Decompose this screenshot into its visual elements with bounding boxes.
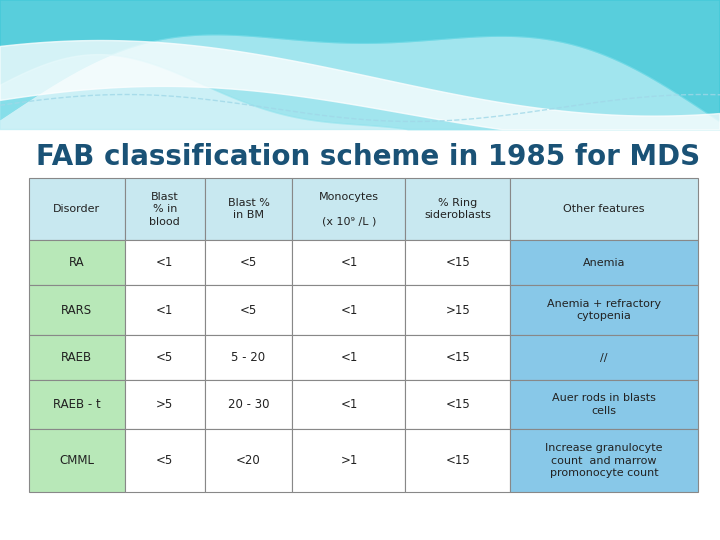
Text: Blast
% in
blood: Blast % in blood [150, 192, 180, 227]
FancyBboxPatch shape [0, 0, 720, 130]
Bar [29, 335, 125, 380]
Bar [510, 335, 698, 380]
Text: Anemia + refractory
cytopenia: Anemia + refractory cytopenia [547, 299, 661, 321]
Bar [204, 285, 292, 335]
Bar [292, 240, 405, 285]
Text: Blast %
in BM: Blast % in BM [228, 198, 269, 220]
Bar [125, 335, 204, 380]
Text: <15: <15 [446, 454, 470, 467]
Bar [204, 335, 292, 380]
Bar [204, 240, 292, 285]
Bar [204, 429, 292, 492]
Bar [204, 178, 292, 240]
Text: >15: >15 [446, 303, 470, 317]
Text: CMML: CMML [60, 454, 94, 467]
Bar [204, 380, 292, 429]
Bar [29, 178, 125, 240]
Text: <5: <5 [156, 351, 174, 364]
Bar [292, 429, 405, 492]
Text: Increase granulocyte
count  and marrow
promonocyte count: Increase granulocyte count and marrow pr… [546, 443, 663, 478]
Text: <15: <15 [446, 351, 470, 364]
Text: RAEB - t: RAEB - t [53, 398, 101, 411]
Bar [510, 285, 698, 335]
Bar [405, 178, 510, 240]
Bar [292, 285, 405, 335]
Bar [405, 285, 510, 335]
Bar [125, 178, 204, 240]
Bar [405, 380, 510, 429]
Text: >1: >1 [341, 454, 358, 467]
Text: <5: <5 [240, 256, 257, 269]
Text: Anemia: Anemia [583, 258, 626, 268]
Text: <5: <5 [240, 303, 257, 317]
Bar [510, 240, 698, 285]
Text: >5: >5 [156, 398, 174, 411]
Text: % Ring
sideroblasts: % Ring sideroblasts [424, 198, 491, 220]
Text: <1: <1 [341, 398, 358, 411]
Bar [292, 380, 405, 429]
Text: <1: <1 [156, 256, 174, 269]
Text: Auer rods in blasts
cells: Auer rods in blasts cells [552, 393, 656, 416]
Text: Monocytes

(x 10⁹ /L ): Monocytes (x 10⁹ /L ) [319, 192, 379, 227]
Bar [29, 240, 125, 285]
Bar [510, 380, 698, 429]
Text: RARS: RARS [61, 303, 92, 317]
Bar [405, 240, 510, 285]
Bar [125, 240, 204, 285]
Text: <1: <1 [156, 303, 174, 317]
Text: RA: RA [69, 256, 85, 269]
Text: <15: <15 [446, 398, 470, 411]
Text: RAEB: RAEB [61, 351, 92, 364]
Text: <5: <5 [156, 454, 174, 467]
Bar [29, 285, 125, 335]
Text: Disorder: Disorder [53, 204, 101, 214]
Bar [405, 429, 510, 492]
Text: Other features: Other features [564, 204, 645, 214]
Text: <1: <1 [341, 303, 358, 317]
Text: 20 - 30: 20 - 30 [228, 398, 269, 411]
Text: 5 - 20: 5 - 20 [231, 351, 266, 364]
Text: <15: <15 [446, 256, 470, 269]
Bar [405, 335, 510, 380]
Text: <20: <20 [236, 454, 261, 467]
Bar [510, 429, 698, 492]
Text: <1: <1 [341, 351, 358, 364]
Bar [29, 380, 125, 429]
Text: //: // [600, 353, 608, 363]
Bar [125, 429, 204, 492]
Text: <1: <1 [341, 256, 358, 269]
Bar [125, 380, 204, 429]
Bar [292, 335, 405, 380]
Bar [510, 178, 698, 240]
Bar [29, 429, 125, 492]
Bar [292, 178, 405, 240]
Text: FAB classification scheme in 1985 for MDS: FAB classification scheme in 1985 for MD… [36, 143, 700, 171]
Bar [125, 285, 204, 335]
